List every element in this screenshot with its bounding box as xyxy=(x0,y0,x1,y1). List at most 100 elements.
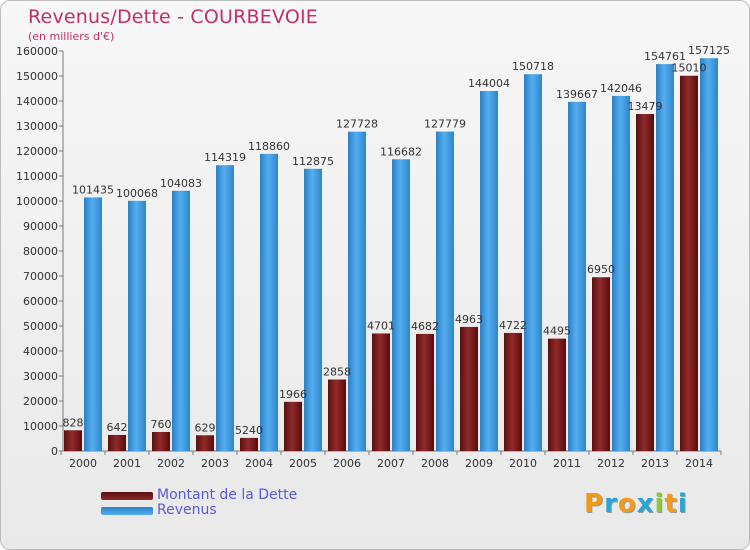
data-label-debt: 5240 xyxy=(235,424,263,437)
logo-letter: i xyxy=(677,489,688,519)
x-tick-label: 2008 xyxy=(421,457,449,470)
bar-revenue xyxy=(524,74,542,451)
bar-revenue xyxy=(568,101,586,452)
data-label-debt: 15010 xyxy=(672,62,707,75)
x-tick-label: 2004 xyxy=(245,457,273,470)
legend-swatch-revenue xyxy=(101,507,153,515)
bar-debt xyxy=(196,435,214,451)
logo-letter: P xyxy=(584,489,605,519)
bar-revenue xyxy=(260,153,278,451)
data-label-revenue: 114319 xyxy=(204,151,246,164)
bar-revenue xyxy=(216,165,234,451)
legend-swatch-debt xyxy=(101,492,153,500)
chart-data-labels: 828 642 760 629 5240 1966 2858 4701 4682 4963 4722… xyxy=(63,44,731,437)
data-label-revenue: 139667 xyxy=(556,88,598,101)
chart-bars xyxy=(64,58,718,452)
data-label-debt: 828 xyxy=(63,416,84,429)
y-tick-label: 120000 xyxy=(16,145,58,158)
data-label-revenue: 127779 xyxy=(424,118,466,131)
logo-letter: i xyxy=(654,489,665,519)
data-label-revenue: 100068 xyxy=(116,187,158,200)
y-tick-label: 60000 xyxy=(23,295,58,308)
x-tick-label: 2010 xyxy=(509,457,537,470)
data-label-revenue: 144004 xyxy=(468,77,510,90)
data-label-revenue: 150718 xyxy=(512,60,554,73)
x-tick-label: 2013 xyxy=(641,457,669,470)
y-tick-label: 70000 xyxy=(23,270,58,283)
data-label-revenue: 127728 xyxy=(336,118,378,131)
chart-subtitle: (en milliers d'€) xyxy=(28,30,115,43)
x-tick-label: 2000 xyxy=(69,457,97,470)
y-tick-label: 20000 xyxy=(23,395,58,408)
data-label-debt: 4963 xyxy=(455,313,483,326)
data-label-debt: 4495 xyxy=(543,325,571,338)
y-tick-label: 100000 xyxy=(16,195,58,208)
y-tick-label: 90000 xyxy=(23,220,58,233)
x-tick-label: 2007 xyxy=(377,457,405,470)
bar-revenue xyxy=(612,95,630,451)
bar-revenue xyxy=(348,131,366,451)
bar-debt xyxy=(152,431,170,451)
y-tick-label: 140000 xyxy=(16,95,58,108)
x-tick-label: 2005 xyxy=(289,457,317,470)
y-tick-label: 10000 xyxy=(23,420,58,433)
x-tick-label: 2001 xyxy=(113,457,141,470)
data-label-revenue: 104083 xyxy=(160,177,202,190)
data-label-debt: 760 xyxy=(151,418,172,431)
legend-label-debt: Montant de la Dette xyxy=(157,487,298,503)
x-tick-label: 2011 xyxy=(553,457,581,470)
bar-debt xyxy=(328,379,346,451)
bar-revenue xyxy=(656,64,674,451)
logo-letter: x xyxy=(636,489,655,519)
data-label-revenue: 157125 xyxy=(688,44,730,57)
logo-letter: t xyxy=(664,489,678,519)
bar-revenue xyxy=(392,159,410,452)
bar-revenue xyxy=(700,58,718,451)
data-label-debt: 4701 xyxy=(367,319,395,332)
logo-letter: o xyxy=(617,489,637,519)
data-label-revenue: 142046 xyxy=(600,82,642,95)
bar-debt xyxy=(240,437,258,451)
x-tick-label: 2012 xyxy=(597,457,625,470)
bar-revenue xyxy=(84,197,102,451)
data-label-revenue: 101435 xyxy=(72,183,114,196)
bar-debt xyxy=(460,326,478,451)
bar-revenue xyxy=(172,190,190,452)
y-tick-label: 0 xyxy=(51,445,58,458)
y-tick-label: 110000 xyxy=(16,170,58,183)
y-tick-label: 80000 xyxy=(23,245,58,258)
chart-axes: 0 10000 20000 30000 40000 50000 60000 70000 8000… xyxy=(16,45,722,470)
legend-label-revenue: Revenus xyxy=(157,502,217,518)
y-tick-label: 50000 xyxy=(23,320,58,333)
bar-debt xyxy=(504,332,522,451)
bar-debt xyxy=(64,430,82,451)
bar-debt xyxy=(108,434,126,451)
bar-debt xyxy=(680,75,698,452)
data-label-debt: 4682 xyxy=(411,320,439,333)
bar-debt xyxy=(416,333,434,451)
y-tick-label: 130000 xyxy=(16,120,58,133)
bar-debt xyxy=(284,401,302,451)
data-label-debt: 13479 xyxy=(628,100,663,113)
data-label-debt: 1966 xyxy=(279,388,307,401)
proxiti-logo: Proxiti xyxy=(584,489,688,519)
data-label-debt: 4722 xyxy=(499,319,527,332)
x-tick-label: 2009 xyxy=(465,457,493,470)
data-label-debt: 629 xyxy=(195,421,216,434)
bar-debt xyxy=(636,114,654,452)
bar-revenue xyxy=(480,90,498,452)
y-tick-label: 150000 xyxy=(16,70,58,83)
data-label-debt: 2858 xyxy=(323,366,351,379)
bar-debt xyxy=(372,333,390,451)
bar-revenue xyxy=(436,131,454,452)
x-tick-label: 2006 xyxy=(333,457,361,470)
bar-revenue xyxy=(304,168,322,451)
bar-debt xyxy=(592,277,610,451)
x-tick-label: 2003 xyxy=(201,457,229,470)
data-label-debt: 642 xyxy=(107,421,128,434)
x-tick-label: 2002 xyxy=(157,457,185,470)
y-tick-label: 160000 xyxy=(16,45,58,58)
data-label-revenue: 116682 xyxy=(380,145,422,158)
